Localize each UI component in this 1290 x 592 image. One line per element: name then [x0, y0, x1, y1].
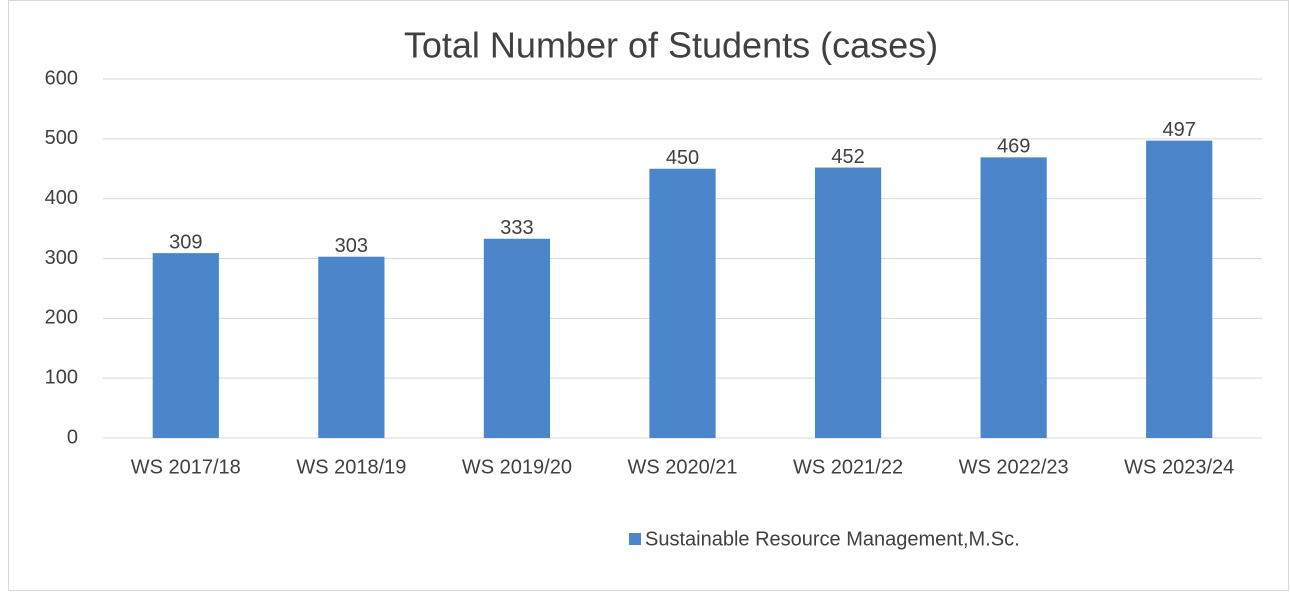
chart-title: Total Number of Students (cases) — [404, 25, 938, 66]
y-tick-label: 200 — [45, 307, 78, 329]
y-tick-label: 500 — [45, 127, 78, 149]
x-tick-label: WS 2022/23 — [959, 456, 1069, 478]
data-label: 303 — [335, 235, 368, 257]
x-tick-label: WS 2020/21 — [627, 456, 737, 478]
bar — [483, 238, 551, 438]
data-label: 469 — [997, 136, 1030, 158]
data-label: 309 — [169, 231, 202, 253]
y-tick-label: 300 — [45, 247, 78, 269]
y-tick-label: 100 — [45, 366, 78, 388]
legend-label: Sustainable Resource Management,M.Sc. — [645, 528, 1020, 550]
x-tick-label: WS 2018/19 — [296, 456, 406, 478]
bar — [980, 157, 1047, 439]
y-tick-label: 0 — [67, 426, 78, 448]
x-tick-label: WS 2023/24 — [1124, 456, 1234, 478]
bar — [649, 168, 716, 438]
data-label: 452 — [831, 146, 864, 168]
x-tick-label: WS 2019/20 — [462, 456, 572, 478]
data-label: 450 — [666, 147, 699, 169]
legend-swatch — [629, 533, 641, 545]
data-label: 497 — [1163, 119, 1196, 141]
y-tick-label: 600 — [45, 67, 78, 89]
y-tick-label: 400 — [45, 187, 78, 209]
chart-frame — [8, 0, 1289, 591]
x-tick-label: WS 2021/22 — [793, 456, 903, 478]
x-tick-label: WS 2017/18 — [131, 456, 241, 478]
bar — [152, 253, 219, 438]
bar — [814, 167, 882, 438]
bar — [1146, 140, 1213, 438]
data-label: 333 — [500, 217, 533, 239]
bar — [318, 256, 385, 438]
